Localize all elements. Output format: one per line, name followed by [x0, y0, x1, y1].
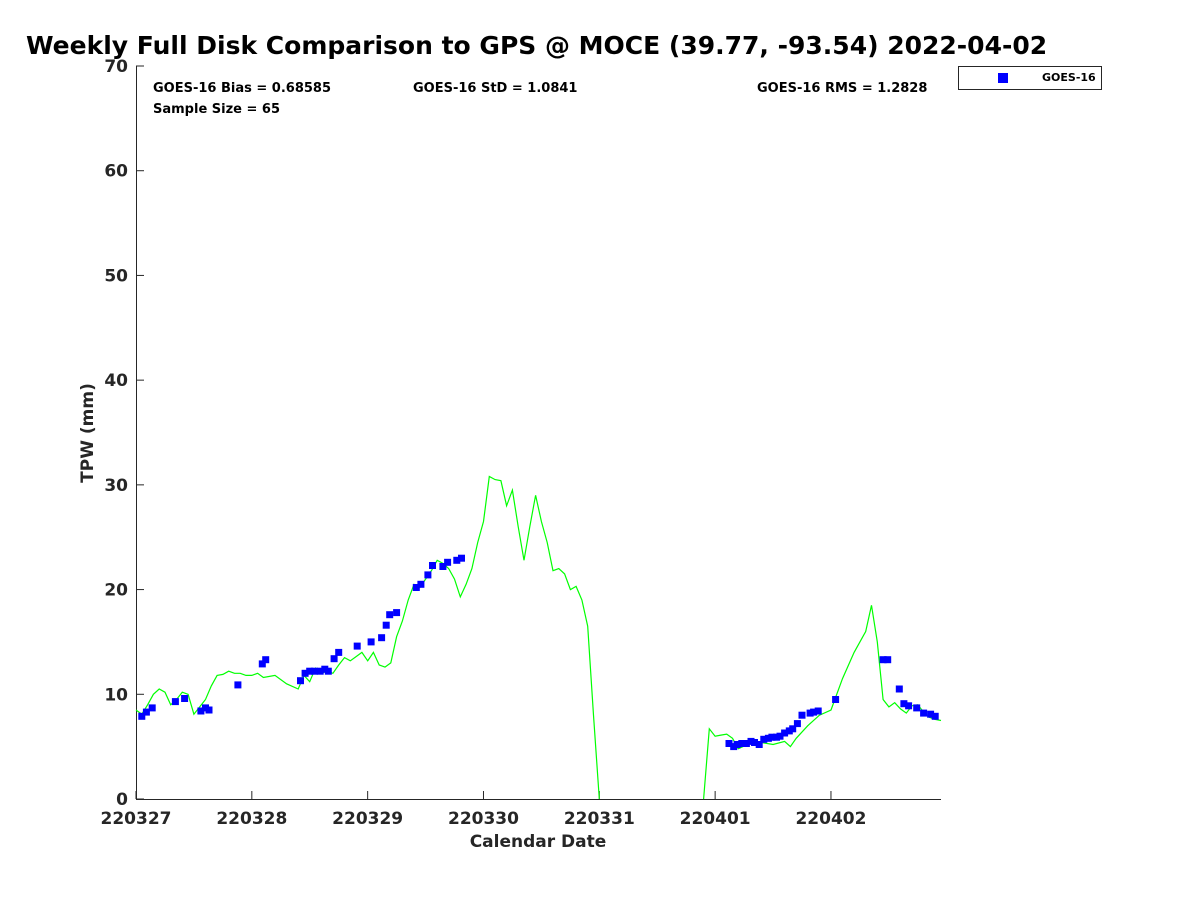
goes-point — [335, 648, 343, 656]
y-tick-label: 20 — [104, 581, 128, 601]
goes-point — [412, 584, 420, 591]
goes-point — [378, 634, 386, 642]
goes-point — [927, 710, 935, 718]
goes-point — [920, 709, 928, 717]
legend-marker-goes — [998, 73, 1008, 83]
x-tick-label: 220329 — [332, 809, 403, 829]
goes-point — [197, 707, 205, 715]
bias-stat: GOES-16 Bias = 0.68585 — [153, 81, 331, 96]
goes-point — [725, 740, 733, 747]
goes-point — [205, 706, 213, 714]
goes-point — [755, 741, 763, 748]
x-tick-label: 220328 — [216, 809, 287, 829]
goes-point — [330, 655, 338, 663]
goes-point — [832, 696, 840, 703]
goes-point — [814, 707, 822, 715]
goes-point — [789, 725, 797, 733]
goes-point — [382, 621, 390, 629]
goes-point — [444, 558, 452, 566]
goes-point — [931, 712, 939, 720]
goes-point — [417, 580, 425, 588]
goes-point — [148, 704, 156, 712]
x-tick-label: 220327 — [101, 809, 172, 829]
x-tick-label: 220331 — [564, 809, 635, 829]
goes-point — [181, 695, 189, 702]
goes-point — [742, 740, 750, 747]
goes-point — [733, 741, 741, 748]
x-tick-label: 220401 — [680, 809, 751, 829]
goes-point — [768, 733, 776, 741]
x-tick-label: 220330 — [448, 809, 519, 829]
plot-area — [136, 66, 942, 800]
gps-line-segment — [135, 475, 600, 800]
goes-point — [900, 700, 908, 708]
chart-title: Weekly Full Disk Comparison to GPS @ MOC… — [26, 31, 1047, 60]
legend-label-goes: GOES-16 — [1042, 71, 1096, 84]
goes-point — [234, 681, 242, 689]
goes-point — [310, 667, 318, 675]
x-axis-label: Calendar Date — [470, 832, 607, 852]
rms-stat: GOES-16 RMS = 1.2828 — [757, 81, 927, 96]
goes-point — [306, 667, 314, 675]
legend: GOES-16 — [958, 66, 1102, 90]
y-tick-label: 40 — [104, 371, 128, 391]
goes-point — [781, 729, 789, 737]
y-tick-label: 10 — [104, 685, 128, 705]
x-tick-label: 220402 — [795, 809, 866, 829]
goes-point — [895, 685, 903, 693]
goes-series-points — [138, 554, 939, 751]
goes-point — [453, 556, 461, 564]
y-axis-label: TPW (mm) — [78, 383, 98, 483]
goes-point — [439, 563, 447, 570]
goes-point — [776, 732, 784, 740]
goes-point — [905, 702, 913, 710]
goes-point — [353, 642, 361, 650]
goes-point — [751, 739, 758, 746]
y-ticks: 0 10 20 30 40 50 60 70 — [104, 57, 144, 810]
goes-point — [393, 609, 401, 617]
goes-point — [301, 669, 309, 677]
goes-point — [324, 667, 332, 675]
goes-point — [884, 656, 892, 664]
y-tick-label: 0 — [116, 790, 128, 810]
goes-point — [142, 708, 150, 716]
goes-point — [386, 611, 394, 619]
goes-point — [429, 562, 436, 569]
goes-point — [316, 667, 324, 675]
goes-point — [262, 656, 270, 664]
goes-point — [738, 740, 746, 747]
goes-point — [798, 711, 806, 719]
goes-point — [424, 571, 432, 579]
y-tick-label: 60 — [104, 162, 128, 182]
sample-size-stat: Sample Size = 65 — [153, 102, 280, 117]
goes-point — [458, 554, 465, 562]
goes-point — [760, 735, 768, 743]
y-tick-label: 30 — [104, 476, 128, 496]
goes-point — [367, 638, 375, 646]
goes-point — [913, 704, 921, 712]
goes-point — [297, 677, 304, 685]
legend-box — [958, 66, 1102, 90]
y-tick-label: 70 — [104, 57, 128, 77]
goes-point — [258, 660, 266, 668]
goes-point — [810, 708, 818, 716]
x-ticks: 220327 220328 220329 220330 220331 220401 2204… — [101, 791, 866, 829]
y-tick-label: 50 — [104, 266, 128, 286]
goes-point — [138, 712, 146, 720]
goes-point — [171, 698, 179, 706]
goes-point — [879, 656, 887, 664]
goes-point — [793, 720, 801, 728]
std-stat: GOES-16 StD = 1.0841 — [413, 81, 577, 96]
